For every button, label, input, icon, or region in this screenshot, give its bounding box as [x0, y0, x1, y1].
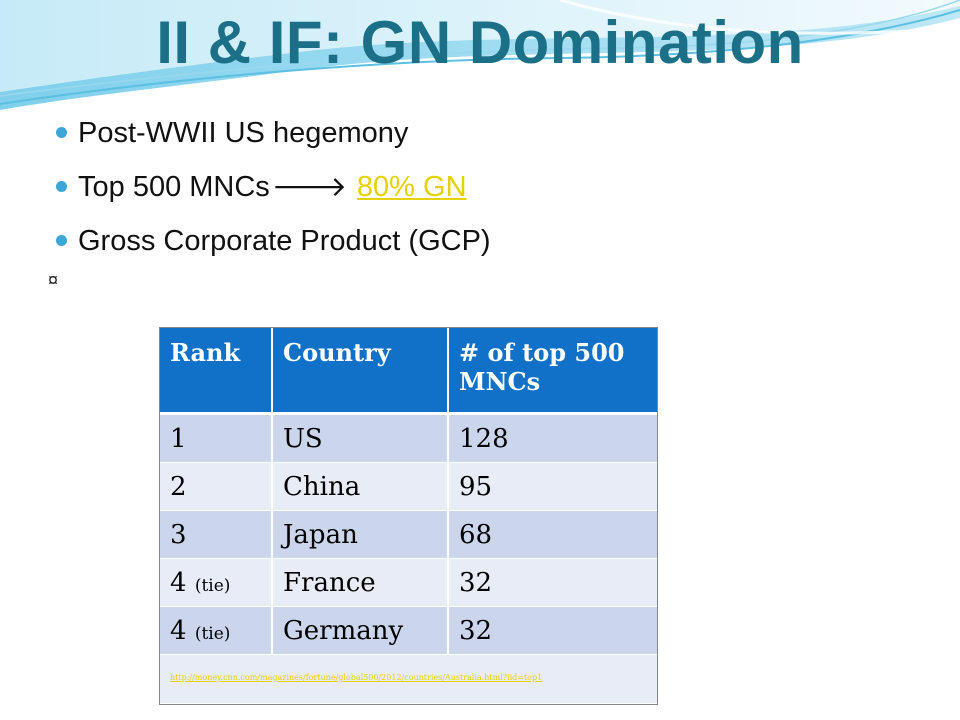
bullet-dot-icon [56, 235, 67, 246]
country-cell: Germany [272, 606, 449, 655]
source-link[interactable]: http://money.cnn.com/magazines/fortune/g… [170, 673, 543, 682]
sub-bullet-symbol: ¤ [48, 270, 59, 290]
country-cell: France [272, 558, 449, 607]
rank-cell: 2 [160, 462, 273, 511]
mnc-ranking-table: Rank Country # of top 500 MNCs 1 US 128 … [160, 328, 657, 704]
bullet-text: Post-WWII US hegemony [78, 117, 409, 149]
rank-cell: 4 (tie) [160, 558, 273, 607]
source-row: http://money.cnn.com/magazines/fortune/g… [160, 654, 657, 704]
bullet-dot-icon [56, 127, 67, 138]
gn-share-link[interactable]: 80% GN [356, 171, 467, 203]
count-cell: 32 [448, 606, 657, 655]
bullet-item: Top 500 MNCs🡒 80% GN [56, 166, 491, 220]
bullet-text: Gross Corporate Product (GCP) [78, 225, 491, 257]
country-cell: US [272, 413, 449, 463]
bullet-item: Gross Corporate Product (GCP) [56, 220, 491, 274]
header-wave-decoration [0, 0, 960, 110]
rank-cell: 4 (tie) [160, 606, 273, 655]
count-cell: 128 [448, 413, 657, 463]
table-row: 4 (tie) Germany 32 [160, 606, 657, 655]
table-row: 4 (tie) France 32 [160, 558, 657, 607]
bullet-text: Top 500 MNCs [78, 171, 270, 203]
bullet-dot-icon [56, 181, 67, 192]
country-cell: China [272, 462, 449, 511]
header-mnc-count: # of top 500 MNCs [448, 328, 657, 415]
table-row: 3 Japan 68 [160, 510, 657, 559]
table-row: 1 US 128 [160, 413, 657, 463]
header-country: Country [272, 328, 449, 415]
bullet-item: Post-WWII US hegemony [56, 112, 491, 166]
count-cell: 95 [448, 462, 657, 511]
bullet-list: Post-WWII US hegemony Top 500 MNCs🡒 80% G… [56, 112, 491, 274]
rank-cell: 3 [160, 510, 273, 559]
rank-cell: 1 [160, 413, 273, 463]
right-arrow-icon: 🡒 [271, 171, 347, 202]
source-cell: http://money.cnn.com/magazines/fortune/g… [160, 654, 657, 704]
header-rank: Rank [160, 328, 273, 415]
table-row: 2 China 95 [160, 462, 657, 511]
count-cell: 68 [448, 510, 657, 559]
count-cell: 32 [448, 558, 657, 607]
country-cell: Japan [272, 510, 449, 559]
slide-title: II & IF: GN Domination [156, 9, 804, 76]
table-header-row: Rank Country # of top 500 MNCs [160, 328, 657, 415]
